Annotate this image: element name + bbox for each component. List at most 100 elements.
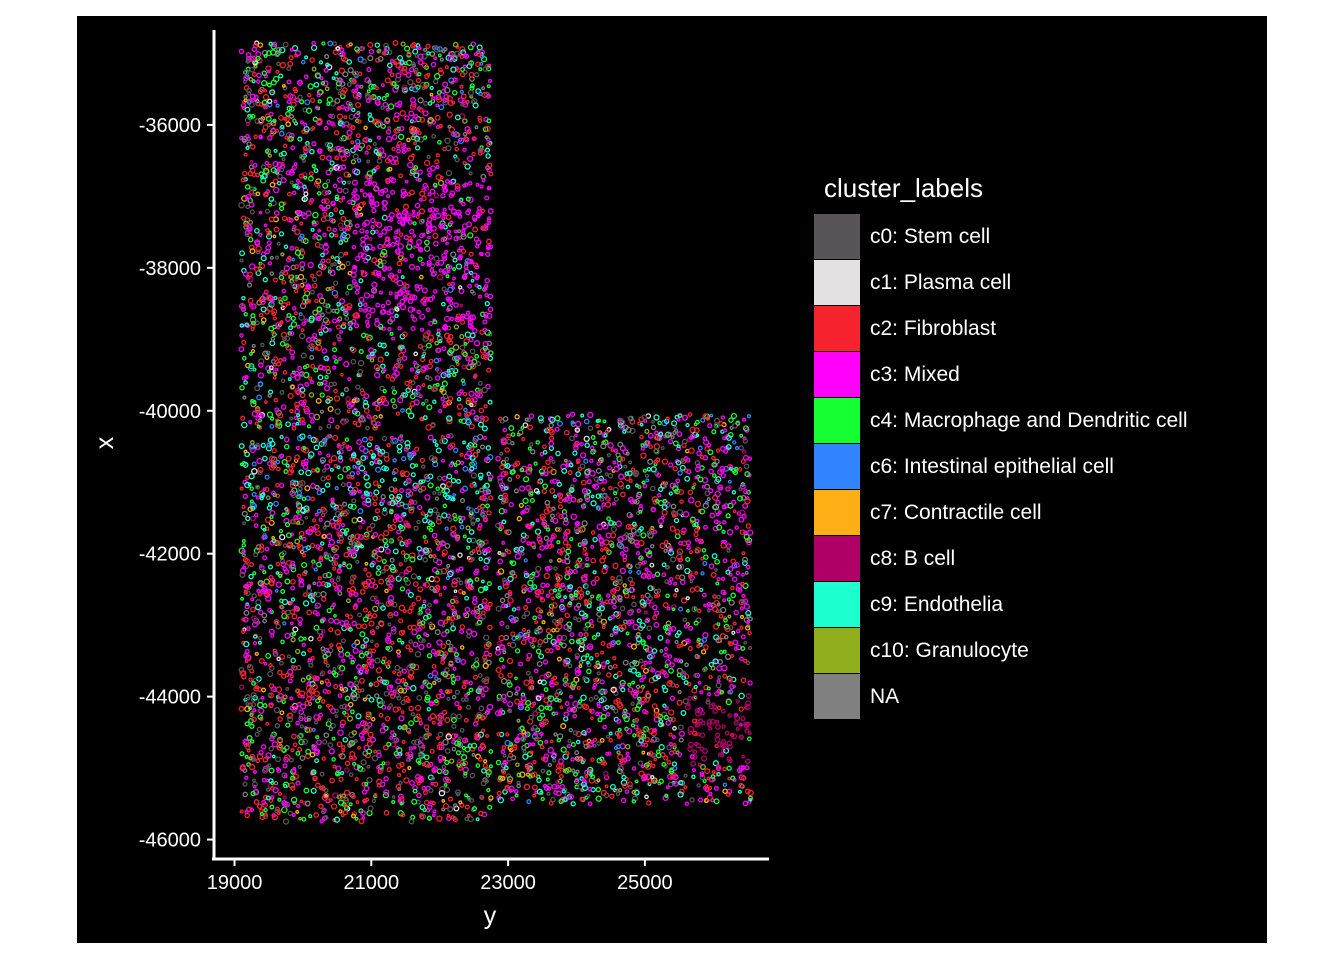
data-point — [459, 303, 464, 308]
data-point — [273, 226, 280, 233]
data-point — [340, 770, 345, 776]
data-point — [712, 594, 717, 599]
data-point — [259, 263, 266, 270]
data-point — [462, 351, 468, 358]
data-point — [248, 677, 253, 682]
data-point — [338, 564, 342, 568]
data-point — [535, 440, 540, 445]
data-point — [329, 777, 335, 784]
data-point — [354, 816, 359, 821]
data-point — [307, 261, 314, 269]
data-point — [375, 119, 381, 124]
data-point — [309, 57, 315, 63]
data-point — [272, 362, 277, 367]
data-point — [424, 398, 429, 403]
data-point — [297, 94, 303, 100]
data-point — [286, 654, 291, 659]
data-point — [452, 267, 457, 272]
scatter-plot: 19000 21000 23000 25000-36000-38000-40000-4… — [91, 30, 769, 930]
data-point — [258, 298, 263, 303]
data-point — [480, 509, 485, 515]
data-point — [380, 83, 385, 88]
data-point — [437, 678, 442, 683]
data-point — [329, 467, 334, 472]
data-point — [340, 444, 345, 450]
data-point — [376, 221, 383, 229]
data-point — [289, 180, 294, 185]
data-point — [416, 694, 423, 701]
data-point — [669, 525, 676, 532]
data-point — [336, 646, 342, 651]
data-point — [434, 375, 441, 381]
data-point — [488, 171, 494, 177]
data-point — [726, 529, 734, 536]
data-point — [276, 180, 282, 186]
data-point — [258, 135, 264, 140]
data-point — [381, 435, 388, 442]
data-point — [268, 365, 274, 371]
data-point — [248, 573, 254, 580]
data-point — [329, 269, 336, 277]
data-point — [254, 385, 261, 392]
data-point — [506, 657, 514, 665]
data-point — [407, 306, 414, 313]
data-point — [409, 97, 417, 104]
data-point — [296, 413, 301, 418]
data-point — [488, 764, 493, 769]
data-point — [433, 357, 440, 364]
data-point — [387, 501, 392, 506]
data-point — [447, 555, 452, 560]
data-point — [486, 703, 494, 711]
data-point — [485, 733, 490, 738]
data-point — [241, 539, 246, 543]
data-point — [472, 396, 478, 403]
data-point — [392, 518, 398, 524]
data-point — [417, 504, 423, 511]
data-point — [370, 416, 376, 422]
data-point — [449, 643, 454, 649]
data-point — [413, 165, 419, 171]
data-point — [422, 332, 430, 339]
data-point — [362, 727, 369, 734]
data-point — [416, 519, 421, 525]
data-point — [287, 392, 294, 400]
data-point — [298, 469, 305, 476]
data-point — [483, 347, 490, 354]
data-point — [465, 209, 471, 216]
data-point — [585, 590, 590, 595]
data-point — [367, 731, 374, 738]
data-point — [684, 801, 690, 806]
data-point — [310, 227, 315, 232]
data-point — [278, 528, 284, 534]
data-point — [479, 495, 485, 501]
data-point — [307, 376, 313, 381]
data-point — [257, 687, 263, 692]
data-point — [487, 221, 491, 225]
data-point — [309, 148, 315, 155]
data-point — [421, 354, 426, 359]
data-point — [310, 496, 315, 502]
data-point — [248, 473, 255, 480]
data-point — [313, 567, 318, 572]
data-point — [274, 367, 279, 372]
data-point — [484, 147, 491, 153]
data-point — [360, 644, 366, 649]
data-point — [253, 512, 259, 518]
data-point — [445, 415, 453, 422]
data-point — [683, 785, 688, 790]
data-point — [375, 515, 381, 521]
data-point — [421, 603, 427, 609]
data-point — [398, 618, 404, 624]
data-point — [640, 452, 647, 459]
data-point — [244, 322, 250, 328]
data-point — [385, 761, 390, 766]
data-point — [322, 379, 328, 385]
data-point — [398, 715, 405, 722]
data-point — [367, 192, 373, 198]
data-point — [243, 380, 248, 385]
data-point — [302, 184, 307, 190]
data-point — [241, 295, 246, 301]
data-point — [455, 359, 459, 364]
data-point — [673, 581, 678, 586]
data-point — [380, 659, 386, 665]
